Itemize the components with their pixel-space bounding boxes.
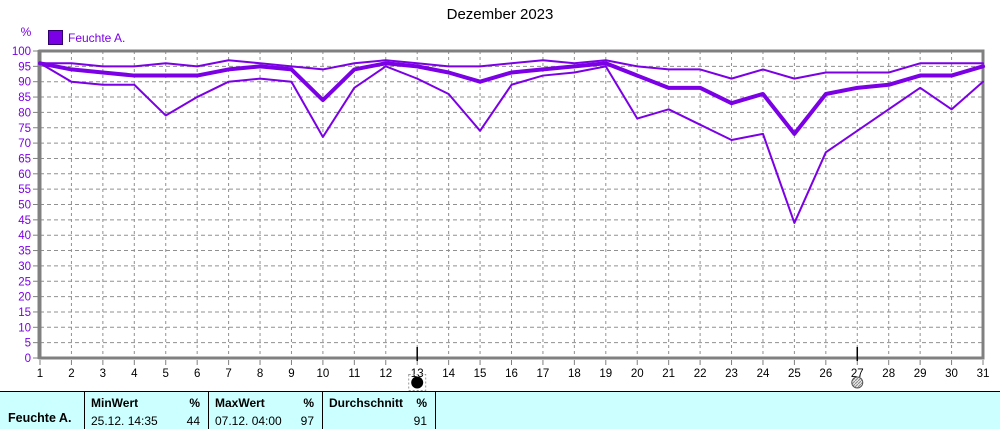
svg-text:3: 3 [100, 368, 106, 380]
svg-text:9: 9 [288, 368, 294, 380]
day-slider-handle-hatched[interactable] [851, 376, 864, 389]
svg-text:60: 60 [18, 169, 31, 181]
svg-text:100: 100 [12, 46, 31, 58]
svg-text:95: 95 [18, 61, 31, 73]
durchschnitt-unit: % [416, 396, 427, 410]
svg-text:15: 15 [18, 307, 31, 319]
svg-text:11: 11 [348, 368, 360, 380]
svg-text:7: 7 [225, 368, 231, 380]
svg-text:55: 55 [18, 184, 31, 196]
svg-text:16: 16 [505, 368, 518, 380]
svg-text:21: 21 [662, 368, 675, 380]
svg-text:4: 4 [131, 368, 138, 380]
legend: Feuchte A. [48, 30, 125, 45]
summary-col-series: Feuchte A. [0, 392, 84, 429]
svg-text:90: 90 [18, 77, 31, 89]
durchschnitt-line [38, 61, 985, 136]
svg-text:14: 14 [442, 368, 455, 380]
minwert-header: MinWert [91, 396, 139, 410]
y-axis-unit-label: % [20, 25, 32, 39]
summary-table: Feuchte A. MinWert % 25.12. 14:35 44 Max… [0, 391, 1000, 429]
durchschnitt-value: 91 [413, 414, 427, 428]
svg-text:6: 6 [194, 368, 200, 380]
minwert-value: 44 [186, 414, 200, 428]
svg-text:5: 5 [163, 368, 169, 380]
svg-text:18: 18 [568, 368, 581, 380]
svg-text:15: 15 [474, 368, 487, 380]
svg-text:28: 28 [882, 368, 895, 380]
series-name-label: Feuchte A. [8, 411, 72, 425]
svg-text:19: 19 [599, 368, 612, 380]
summary-col-empty [435, 392, 1000, 429]
svg-text:17: 17 [537, 368, 550, 380]
maxwert-unit: % [303, 396, 314, 410]
maxwert-header: MaxWert [215, 396, 265, 410]
svg-text:22: 22 [694, 368, 707, 380]
minwert-unit: % [189, 396, 200, 410]
svg-text:25: 25 [788, 368, 801, 380]
svg-text:1: 1 [37, 368, 43, 380]
maxwert-line [39, 59, 984, 80]
svg-text:30: 30 [18, 261, 31, 273]
day-slider-handle-filled[interactable] [411, 376, 424, 389]
summary-col-durchschnitt: Durchschnitt % 91 [322, 392, 435, 429]
svg-text:85: 85 [18, 92, 31, 104]
summary-col-minwert: MinWert % 25.12. 14:35 44 [84, 392, 208, 429]
svg-text:65: 65 [18, 153, 31, 165]
minwert-timestamp: 25.12. 14:35 [91, 414, 158, 428]
svg-text:75: 75 [18, 123, 31, 135]
svg-text:5: 5 [25, 338, 31, 350]
durchschnitt-header: Durchschnitt [329, 396, 404, 410]
svg-text:29: 29 [914, 368, 927, 380]
svg-text:25: 25 [18, 276, 31, 288]
svg-text:10: 10 [317, 368, 330, 380]
svg-text:40: 40 [18, 230, 31, 242]
svg-text:26: 26 [819, 368, 832, 380]
minwert-line [39, 62, 984, 224]
svg-text:24: 24 [757, 368, 770, 380]
svg-text:70: 70 [18, 138, 31, 150]
svg-text:35: 35 [18, 246, 31, 258]
svg-text:27: 27 [851, 368, 864, 380]
svg-text:50: 50 [18, 200, 31, 212]
legend-color-swatch-icon [48, 30, 63, 45]
svg-text:8: 8 [257, 368, 263, 380]
svg-text:20: 20 [631, 368, 644, 380]
svg-text:31: 31 [977, 368, 990, 380]
svg-text:10: 10 [18, 322, 31, 334]
summary-col-maxwert: MaxWert % 07.12. 04:00 97 [208, 392, 322, 429]
svg-text:30: 30 [945, 368, 958, 380]
svg-text:45: 45 [18, 215, 31, 227]
svg-text:80: 80 [18, 107, 31, 119]
maxwert-timestamp: 07.12. 04:00 [215, 414, 282, 428]
maxwert-value: 97 [300, 414, 314, 428]
line-chart-plot-area: 0510152025303540455055606570758085909510… [12, 46, 990, 391]
svg-text:2: 2 [68, 368, 74, 380]
legend-label: Feuchte A. [68, 30, 126, 45]
svg-text:23: 23 [725, 368, 738, 380]
chart-title: Dezember 2023 [446, 6, 554, 23]
svg-text:20: 20 [18, 292, 31, 304]
svg-text:0: 0 [25, 353, 31, 365]
svg-text:12: 12 [379, 368, 392, 380]
